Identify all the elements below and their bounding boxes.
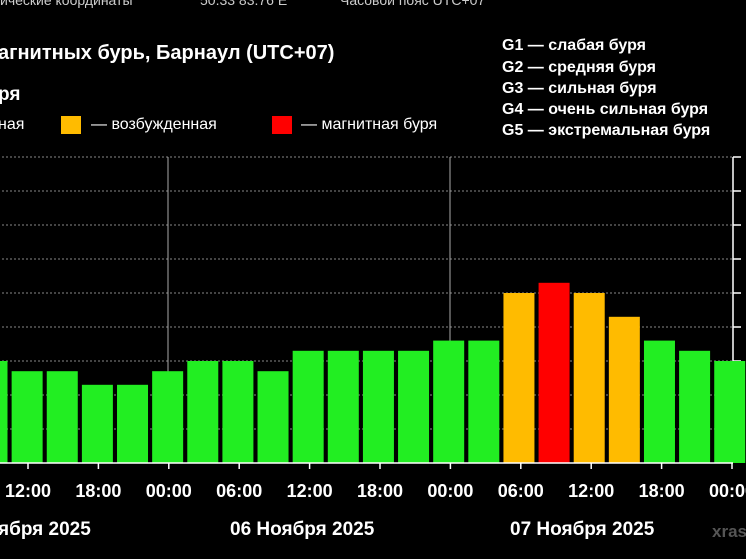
x-tick-label: 00:00 [427,481,473,501]
bar [152,371,184,463]
bar [573,293,605,463]
legend-label-storm: — магнитная буря [301,116,438,133]
watermark: xras [712,522,746,541]
bar [11,371,43,463]
bar [538,282,570,463]
x-tick-label: 00:00 [709,481,746,501]
x-tick-label: 18:00 [75,481,121,501]
bar [362,350,394,463]
bar [327,350,359,463]
chart-subtitle: ря [0,84,21,105]
bar [292,350,324,463]
bar [643,340,675,463]
x-tick-label: 12:00 [287,481,333,501]
chart-title: агнитных бурь, Барнаул (UTC+07) [0,42,335,64]
bar [117,384,149,463]
bar [222,361,254,463]
g-scale-item: G3 — сильная буря [502,80,657,97]
x-tick-label: 12:00 [5,481,51,501]
legend-swatch-storm [272,116,292,134]
bar [433,340,465,463]
date-label: 07 Ноября 2025 [510,519,655,540]
g-scale-item: G5 — экстремальная буря [502,122,711,139]
bar [46,371,78,463]
legend-swatch-excited [61,116,81,134]
bar [257,371,289,463]
g-scale-item: G1 — слабая буря [502,37,647,54]
header-coordinates: ические координаты [0,0,133,8]
x-tick-label: 06:00 [216,481,262,501]
header-timezone: Часовой пояс UTC+07 [340,0,486,8]
bar [503,293,535,463]
bar [468,340,500,463]
x-tick-label: 12:00 [568,481,614,501]
date-label: ября 2025 [0,519,91,540]
bar [714,361,746,463]
date-label: 06 Ноября 2025 [230,519,375,540]
bar [608,316,640,463]
legend-label-excited: — возбужденная [91,116,217,133]
bar [187,361,219,463]
x-tick-label: 00:00 [146,481,192,501]
legend-label-quiet: ная [0,116,25,133]
bar [398,350,430,463]
header-lonlat: 50.33 83.76 E [200,0,288,8]
bar [0,361,8,463]
x-tick-label: 18:00 [639,481,685,501]
g-scale-item: G2 — средняя буря [502,59,656,76]
x-tick-label: 06:00 [498,481,544,501]
bar [679,350,711,463]
bar [81,384,113,463]
g-scale-item: G4 — очень сильная буря [502,101,709,118]
x-tick-label: 18:00 [357,481,403,501]
